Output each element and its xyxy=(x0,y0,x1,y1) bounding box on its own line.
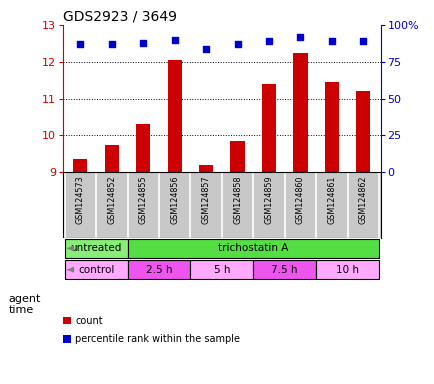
Bar xyxy=(253,260,316,279)
Text: GSM124855: GSM124855 xyxy=(138,175,148,224)
Point xyxy=(77,41,84,47)
Text: GSM124856: GSM124856 xyxy=(170,175,179,224)
Point xyxy=(171,36,178,43)
Point xyxy=(139,40,146,46)
Bar xyxy=(73,159,87,172)
Point xyxy=(359,38,366,44)
Text: 10 h: 10 h xyxy=(335,265,358,275)
Bar xyxy=(261,84,276,172)
Bar xyxy=(105,145,118,172)
Text: count: count xyxy=(75,316,103,326)
Bar xyxy=(65,260,127,279)
Bar xyxy=(199,165,213,172)
Text: GSM124862: GSM124862 xyxy=(358,175,367,224)
Bar xyxy=(127,260,190,279)
Bar xyxy=(167,60,181,172)
Bar xyxy=(190,260,253,279)
Bar xyxy=(355,91,370,172)
Text: percentile rank within the sample: percentile rank within the sample xyxy=(75,334,240,344)
Text: GSM124573: GSM124573 xyxy=(76,175,85,224)
Bar xyxy=(65,239,127,258)
Point xyxy=(328,38,335,44)
Text: control: control xyxy=(78,265,114,275)
Bar xyxy=(293,53,307,172)
Text: 2.5 h: 2.5 h xyxy=(145,265,172,275)
Point xyxy=(202,45,209,51)
Text: GSM124861: GSM124861 xyxy=(327,175,335,224)
Text: trichostatin A: trichostatin A xyxy=(217,243,288,253)
Text: agent: agent xyxy=(9,294,41,304)
Text: GSM124860: GSM124860 xyxy=(295,175,304,224)
Text: GSM124859: GSM124859 xyxy=(264,175,273,224)
Text: GSM124858: GSM124858 xyxy=(233,175,241,224)
Bar xyxy=(316,260,378,279)
Bar xyxy=(136,124,150,172)
Text: untreated: untreated xyxy=(70,243,122,253)
Bar xyxy=(127,239,378,258)
Bar xyxy=(230,141,244,172)
Text: time: time xyxy=(9,305,34,315)
Point xyxy=(233,41,240,47)
Text: 7.5 h: 7.5 h xyxy=(271,265,297,275)
Text: GSM124857: GSM124857 xyxy=(201,175,210,224)
Point xyxy=(108,41,115,47)
Bar xyxy=(324,82,338,172)
Text: GDS2923 / 3649: GDS2923 / 3649 xyxy=(63,10,177,24)
Point xyxy=(265,38,272,44)
Text: GSM124852: GSM124852 xyxy=(107,175,116,224)
Point xyxy=(296,34,303,40)
Text: 5 h: 5 h xyxy=(213,265,230,275)
